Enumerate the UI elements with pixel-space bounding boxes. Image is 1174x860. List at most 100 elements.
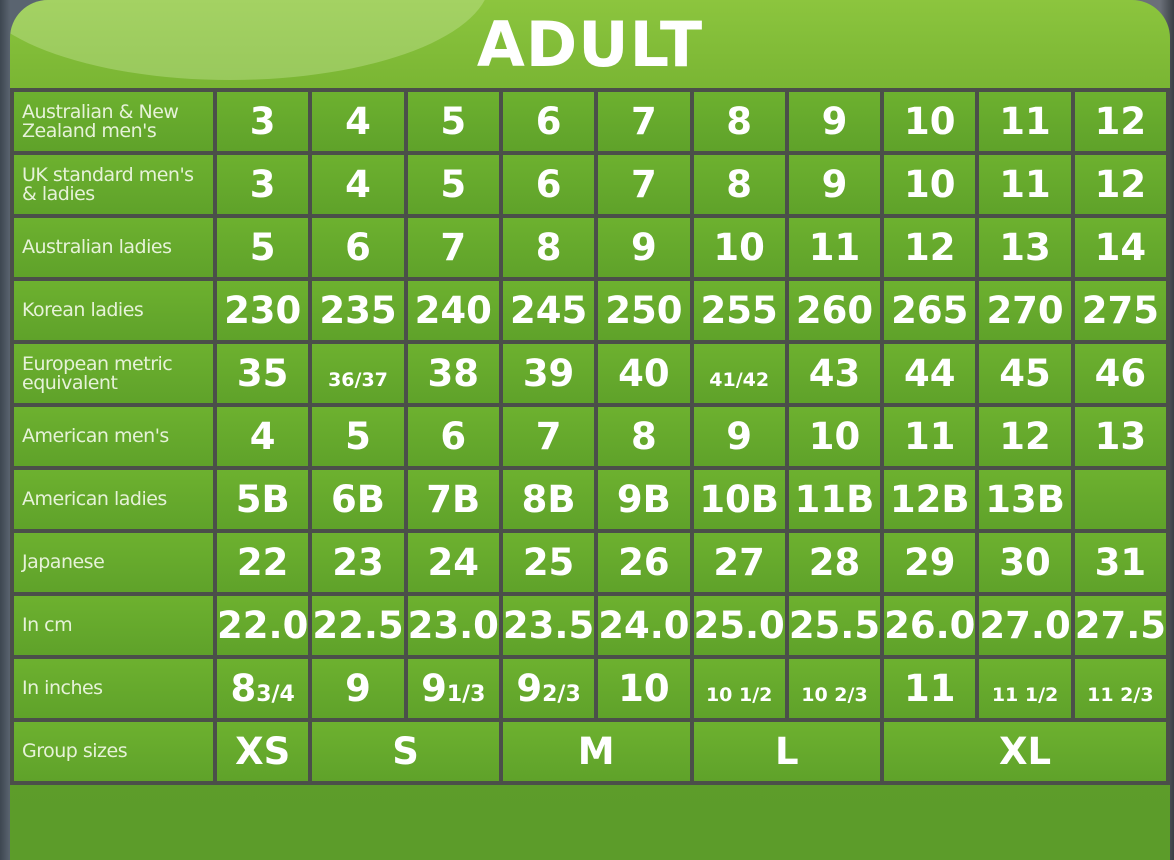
row-label: Australian ladies — [10, 214, 218, 281]
size-cell: 9 — [594, 214, 694, 281]
size-value: 22 — [236, 541, 289, 584]
size-value: 8 — [630, 415, 657, 458]
size-cell: 10 — [689, 214, 789, 281]
group-size-cell: XS — [213, 718, 313, 785]
size-value: 23.5 — [502, 604, 595, 647]
size-cell: 4 — [308, 151, 408, 218]
size-cell: 38 — [403, 340, 503, 407]
row-label: American ladies — [10, 466, 218, 533]
size-value: 13 — [999, 226, 1051, 269]
size-cell: 250 — [594, 277, 694, 344]
size-value: 6 — [440, 415, 467, 458]
size-value: 6B — [331, 478, 385, 521]
size-cell: 5B — [213, 466, 313, 533]
size-cell: 36/37 — [308, 340, 408, 407]
group-size-cell: L — [689, 718, 885, 785]
table-row: American ladies 5B 6B 7B 8B 9B 10B 11B 12B 13B — [10, 466, 1170, 533]
size-cell: 40 — [594, 340, 694, 407]
size-cell: 12B — [880, 466, 980, 533]
size-value: 12 — [1094, 163, 1147, 206]
size-value: 9 — [421, 667, 447, 710]
size-cell: 28 — [784, 529, 885, 596]
size-value: 9 — [516, 667, 543, 710]
size-cell: 11 — [975, 88, 1075, 155]
size-value: 11 — [904, 415, 956, 458]
size-cell: 9 — [784, 88, 885, 155]
size-value: 43 — [808, 352, 861, 395]
size-value: 250 — [605, 289, 683, 332]
size-value: 3 — [249, 100, 276, 143]
size-cell: 6 — [308, 214, 408, 281]
size-cell: 31 — [1070, 529, 1170, 596]
size-value: 11B — [794, 478, 875, 521]
size-cell: 44 — [880, 340, 980, 407]
table-row: In cm 22.0 22.5 23.0 23.5 24.0 25.0 25.5 26.0 27.… — [10, 592, 1170, 659]
row-label: Korean ladies — [10, 277, 218, 344]
size-value: 27.5 — [1074, 604, 1166, 647]
size-value: 29 — [904, 541, 956, 584]
size-value: 22.0 — [217, 604, 309, 647]
size-value: 11 — [999, 163, 1051, 206]
size-value: 26 — [618, 541, 670, 584]
size-value: 10B — [699, 478, 780, 521]
table-row: UK standard men's & ladies 3 4 5 6 7 8 9 10 11 12 — [10, 151, 1170, 218]
size-cell: 11 1/2 — [975, 655, 1075, 722]
size-cell: 11 — [880, 403, 980, 470]
size-value: 255 — [700, 289, 778, 332]
chart-title: ADULT — [476, 8, 704, 81]
size-cell: 23.5 — [498, 592, 599, 659]
size-cell: 230 — [213, 277, 313, 344]
size-cell: 270 — [975, 277, 1075, 344]
table-row: Japanese 22 23 24 25 26 27 28 29 30 31 — [10, 529, 1170, 596]
size-cell: 25.5 — [784, 592, 885, 659]
size-value: 7 — [535, 415, 562, 458]
size-cell: 8B — [498, 466, 599, 533]
size-cell: 10 — [880, 88, 980, 155]
size-cell: 9 — [689, 403, 789, 470]
size-cell: 25.0 — [689, 592, 789, 659]
size-value: 10 — [808, 415, 861, 458]
size-value: 240 — [414, 289, 492, 332]
size-cell: 6B — [308, 466, 408, 533]
size-cell: 4 — [308, 88, 408, 155]
size-cell: 27.0 — [975, 592, 1075, 659]
table-row: Australian ladies 5 6 7 8 9 10 11 12 13 14 — [10, 214, 1170, 281]
size-value: 270 — [986, 289, 1064, 332]
size-cell: 5 — [213, 214, 313, 281]
size-cell: 7 — [594, 151, 694, 218]
size-cell: 11 — [975, 151, 1075, 218]
size-value: 8 — [230, 667, 257, 710]
size-value: 5 — [440, 163, 467, 206]
size-cell: 9B — [594, 466, 694, 533]
size-cell: 26 — [594, 529, 694, 596]
size-value: 7 — [630, 163, 657, 206]
size-value: 24.0 — [598, 604, 690, 647]
size-value: 7 — [630, 100, 657, 143]
size-value: 27.0 — [979, 604, 1071, 647]
row-label: Japanese — [10, 529, 218, 596]
size-cell: 240 — [403, 277, 503, 344]
group-size-cell: M — [498, 718, 694, 785]
size-cell: 245 — [498, 277, 599, 344]
size-cell: 13B — [975, 466, 1075, 533]
size-value: 6 — [345, 226, 371, 269]
size-value: 46 — [1094, 352, 1147, 395]
size-cell: 5 — [403, 151, 503, 218]
size-value: 5 — [345, 415, 371, 458]
size-value: 245 — [509, 289, 588, 332]
size-value: 36/37 — [328, 369, 388, 391]
size-cell: 235 — [308, 277, 408, 344]
size-cell: 41/42 — [689, 340, 789, 407]
size-value: 8 — [535, 226, 562, 269]
size-cell: 43 — [784, 340, 885, 407]
size-cell: 260 — [784, 277, 885, 344]
size-value: 10 — [713, 226, 765, 269]
table-row: European metric equivalent 35 36/37 38 39 40 4… — [10, 340, 1170, 407]
size-value: 11 2/3 — [1087, 684, 1154, 706]
size-cell: 11B — [784, 466, 885, 533]
size-cell: 23 — [308, 529, 408, 596]
size-chart-panel: ADULT Australian & New Zealand men's 3 4 5 6… — [10, 0, 1170, 860]
size-cell: 6 — [403, 403, 503, 470]
size-cell: 8 — [689, 151, 789, 218]
row-label: Australian & New Zealand men's — [10, 88, 218, 155]
